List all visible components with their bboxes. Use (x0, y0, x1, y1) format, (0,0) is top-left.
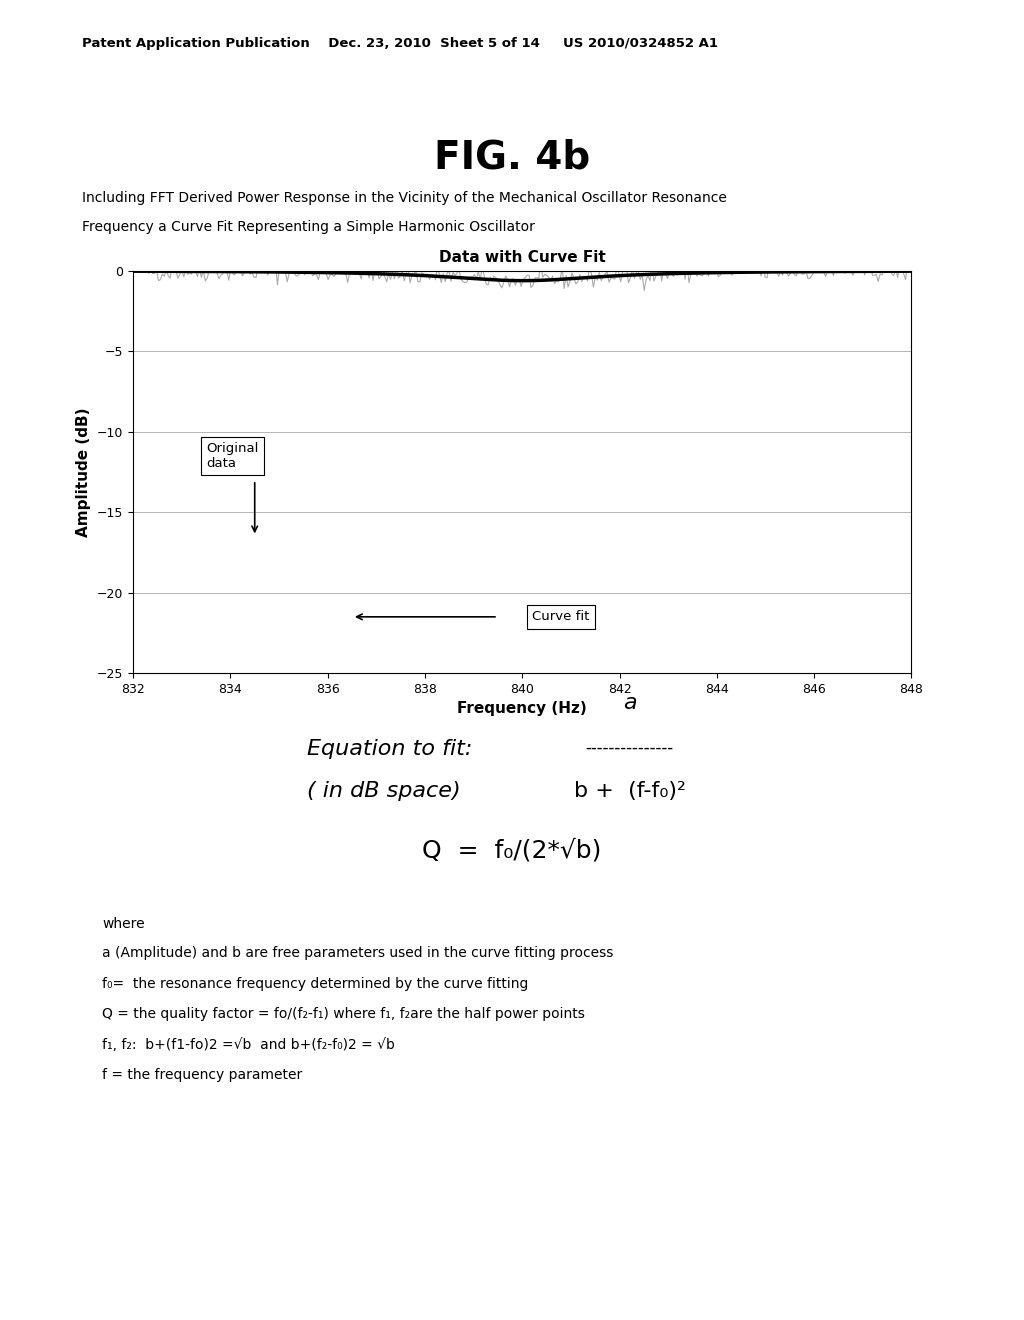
Text: where: where (102, 917, 145, 932)
Text: a (Amplitude) and b are free parameters used in the curve fitting process: a (Amplitude) and b are free parameters … (102, 946, 613, 961)
Text: Patent Application Publication    Dec. 23, 2010  Sheet 5 of 14     US 2010/03248: Patent Application Publication Dec. 23, … (82, 37, 718, 50)
Text: f₀=  the resonance frequency determined by the curve fitting: f₀= the resonance frequency determined b… (102, 977, 528, 991)
Text: Curve fit: Curve fit (532, 610, 590, 623)
Text: Including FFT Derived Power Response in the Vicinity of the Mechanical Oscillato: Including FFT Derived Power Response in … (82, 191, 727, 206)
Text: ( in dB space): ( in dB space) (307, 781, 461, 801)
Text: ---------------: --------------- (586, 739, 674, 758)
Text: f = the frequency parameter: f = the frequency parameter (102, 1068, 303, 1082)
Text: Q = the quality factor = fo/(f₂-f₁) where f₁, f₂are the half power points: Q = the quality factor = fo/(f₂-f₁) wher… (102, 1007, 586, 1022)
Text: Equation to fit:: Equation to fit: (307, 739, 472, 759)
Title: Data with Curve Fit: Data with Curve Fit (439, 251, 605, 265)
Text: Q  =  f₀/(2*√b): Q = f₀/(2*√b) (422, 838, 602, 862)
Text: a: a (623, 693, 637, 713)
Text: Original
data: Original data (206, 442, 258, 470)
Text: Frequency a Curve Fit Representing a Simple Harmonic Oscillator: Frequency a Curve Fit Representing a Sim… (82, 220, 535, 235)
X-axis label: Frequency (Hz): Frequency (Hz) (458, 701, 587, 717)
Y-axis label: Amplitude (dB): Amplitude (dB) (77, 407, 91, 537)
Text: FIG. 4b: FIG. 4b (434, 139, 590, 177)
Text: f₁, f₂:  b+(f1-fo)2 =√b  and b+(f₂-f₀)2 = √b: f₁, f₂: b+(f1-fo)2 =√b and b+(f₂-f₀)2 = … (102, 1038, 395, 1052)
Text: b +  (f-f₀)²: b + (f-f₀)² (573, 781, 686, 801)
